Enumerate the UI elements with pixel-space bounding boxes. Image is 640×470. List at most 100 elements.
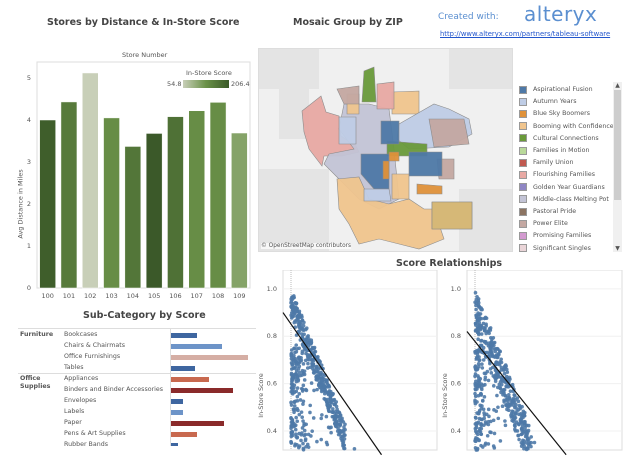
scatter-point (475, 437, 479, 442)
subcategory-bar[interactable] (171, 333, 197, 338)
legend-item[interactable]: Families in Motion (519, 145, 590, 156)
scatter-point (481, 358, 486, 362)
subcategory-bar[interactable] (171, 432, 197, 437)
subcategory-bar[interactable] (171, 388, 233, 393)
x-tick-label: 107 (191, 292, 203, 300)
scatter-point (481, 407, 486, 412)
scatter-point (333, 410, 338, 414)
scatter-point (320, 378, 325, 383)
scatter-point (475, 330, 480, 335)
scatter-point (301, 362, 306, 366)
scatter-point (289, 382, 294, 386)
subcategory-bar[interactable] (171, 410, 183, 415)
legend-swatch (519, 183, 527, 192)
x-tick-label: 109 (233, 292, 245, 300)
legend-item[interactable]: Golden Year Guardians (519, 182, 605, 193)
scatter-title: Score Relationships (396, 258, 503, 269)
scatter-point (301, 328, 306, 333)
scatter-point (491, 335, 496, 340)
color-legend-title: In-Store Score (186, 69, 232, 77)
scatter-point (328, 399, 333, 403)
subcategory-label: Paper (64, 419, 82, 426)
scroll-up-icon[interactable]: ▲ (615, 82, 620, 89)
scatter-point (521, 431, 525, 435)
scatter-point (302, 369, 307, 373)
legend-item[interactable]: Aspirational Fusion (519, 84, 593, 95)
bar-108 (209, 102, 227, 289)
scatter-point (473, 290, 478, 295)
x-tick-label: 100 (41, 292, 53, 300)
scatter-point (478, 312, 483, 316)
legend-item[interactable]: Flourishing Families (519, 169, 595, 180)
scatter-point (298, 398, 303, 402)
scatter-point (320, 413, 324, 417)
legend-item[interactable]: Booming with Confidence (519, 121, 614, 132)
scatter-point (513, 429, 518, 433)
scatter-point (503, 394, 508, 398)
scatter-point (473, 323, 478, 327)
scatter-point (294, 343, 299, 347)
subcategory-bar[interactable] (171, 399, 183, 404)
scatter-point (511, 419, 516, 424)
scatter-point (479, 339, 483, 343)
alteryx-link[interactable]: http://www.alteryx.com/partners/tableau-… (440, 30, 611, 38)
scatter-point (293, 301, 298, 305)
zip-region (388, 151, 400, 162)
map[interactable]: © OpenStreetMap contributors (258, 48, 513, 252)
scatter-point (304, 387, 308, 392)
scatter-point (309, 434, 313, 438)
plot-frame (282, 270, 438, 451)
scatter-point (510, 382, 515, 387)
scatter-point (473, 365, 477, 369)
scatter-point (306, 361, 310, 366)
scatter-point (475, 367, 480, 372)
scatter-point (520, 424, 525, 429)
map-background-patch (259, 169, 329, 251)
legend-swatch (519, 97, 527, 106)
subcategory-bar[interactable] (171, 377, 209, 382)
scatter-point (300, 415, 304, 419)
scatter-point (489, 341, 494, 346)
scatter-point (488, 430, 492, 434)
legend-item[interactable]: Cultural Connections (519, 133, 599, 144)
legend-item[interactable]: Family Union (519, 157, 573, 168)
legend-scrollbar[interactable]: ▲ ▼ (613, 82, 622, 252)
scatter-point (473, 401, 478, 406)
scatter-point (326, 425, 331, 430)
subcategory-bar[interactable] (171, 355, 248, 360)
legend-label: Cultural Connections (533, 134, 599, 142)
scroll-down-icon[interactable]: ▼ (615, 245, 620, 252)
scatter-point (337, 418, 341, 423)
scatter-point (292, 385, 296, 390)
legend-item[interactable]: Blue Sky Boomers (519, 108, 590, 119)
scatter-point (491, 365, 495, 370)
subcategory-bar[interactable] (171, 421, 224, 426)
scatter-point (522, 421, 527, 426)
legend-item[interactable]: Promising Families (519, 230, 591, 241)
legend-label: Blue Sky Boomers (533, 110, 590, 118)
legend-item[interactable]: Middle-class Melting Pot (519, 194, 609, 205)
scatter-point (493, 379, 498, 384)
scatter-point (299, 386, 304, 391)
legend-item[interactable]: Power Elite (519, 218, 568, 229)
y-tick-label: 0.4 (451, 427, 461, 435)
legend-item[interactable]: Autumn Years (519, 96, 577, 107)
scatter-point (474, 307, 478, 312)
subcategory-bar[interactable] (171, 344, 222, 349)
scatter-point (522, 447, 526, 451)
subcategory-bar[interactable] (171, 443, 178, 446)
scatter-point (473, 426, 478, 431)
legend-item[interactable]: Significant Singles (519, 243, 591, 254)
scatter-point (294, 434, 298, 439)
bar-105 (145, 133, 163, 289)
scatter-point (327, 409, 331, 414)
plot-frame (36, 61, 251, 289)
scatter-point (473, 415, 478, 420)
subcategory-bar[interactable] (171, 366, 195, 371)
scatter-point (289, 403, 294, 407)
scatter-point (506, 408, 511, 413)
scatter-point (486, 407, 491, 412)
legend-label: Middle-class Melting Pot (533, 195, 609, 203)
scroll-thumb[interactable] (614, 90, 621, 200)
legend-item[interactable]: Pastoral Pride (519, 206, 576, 217)
